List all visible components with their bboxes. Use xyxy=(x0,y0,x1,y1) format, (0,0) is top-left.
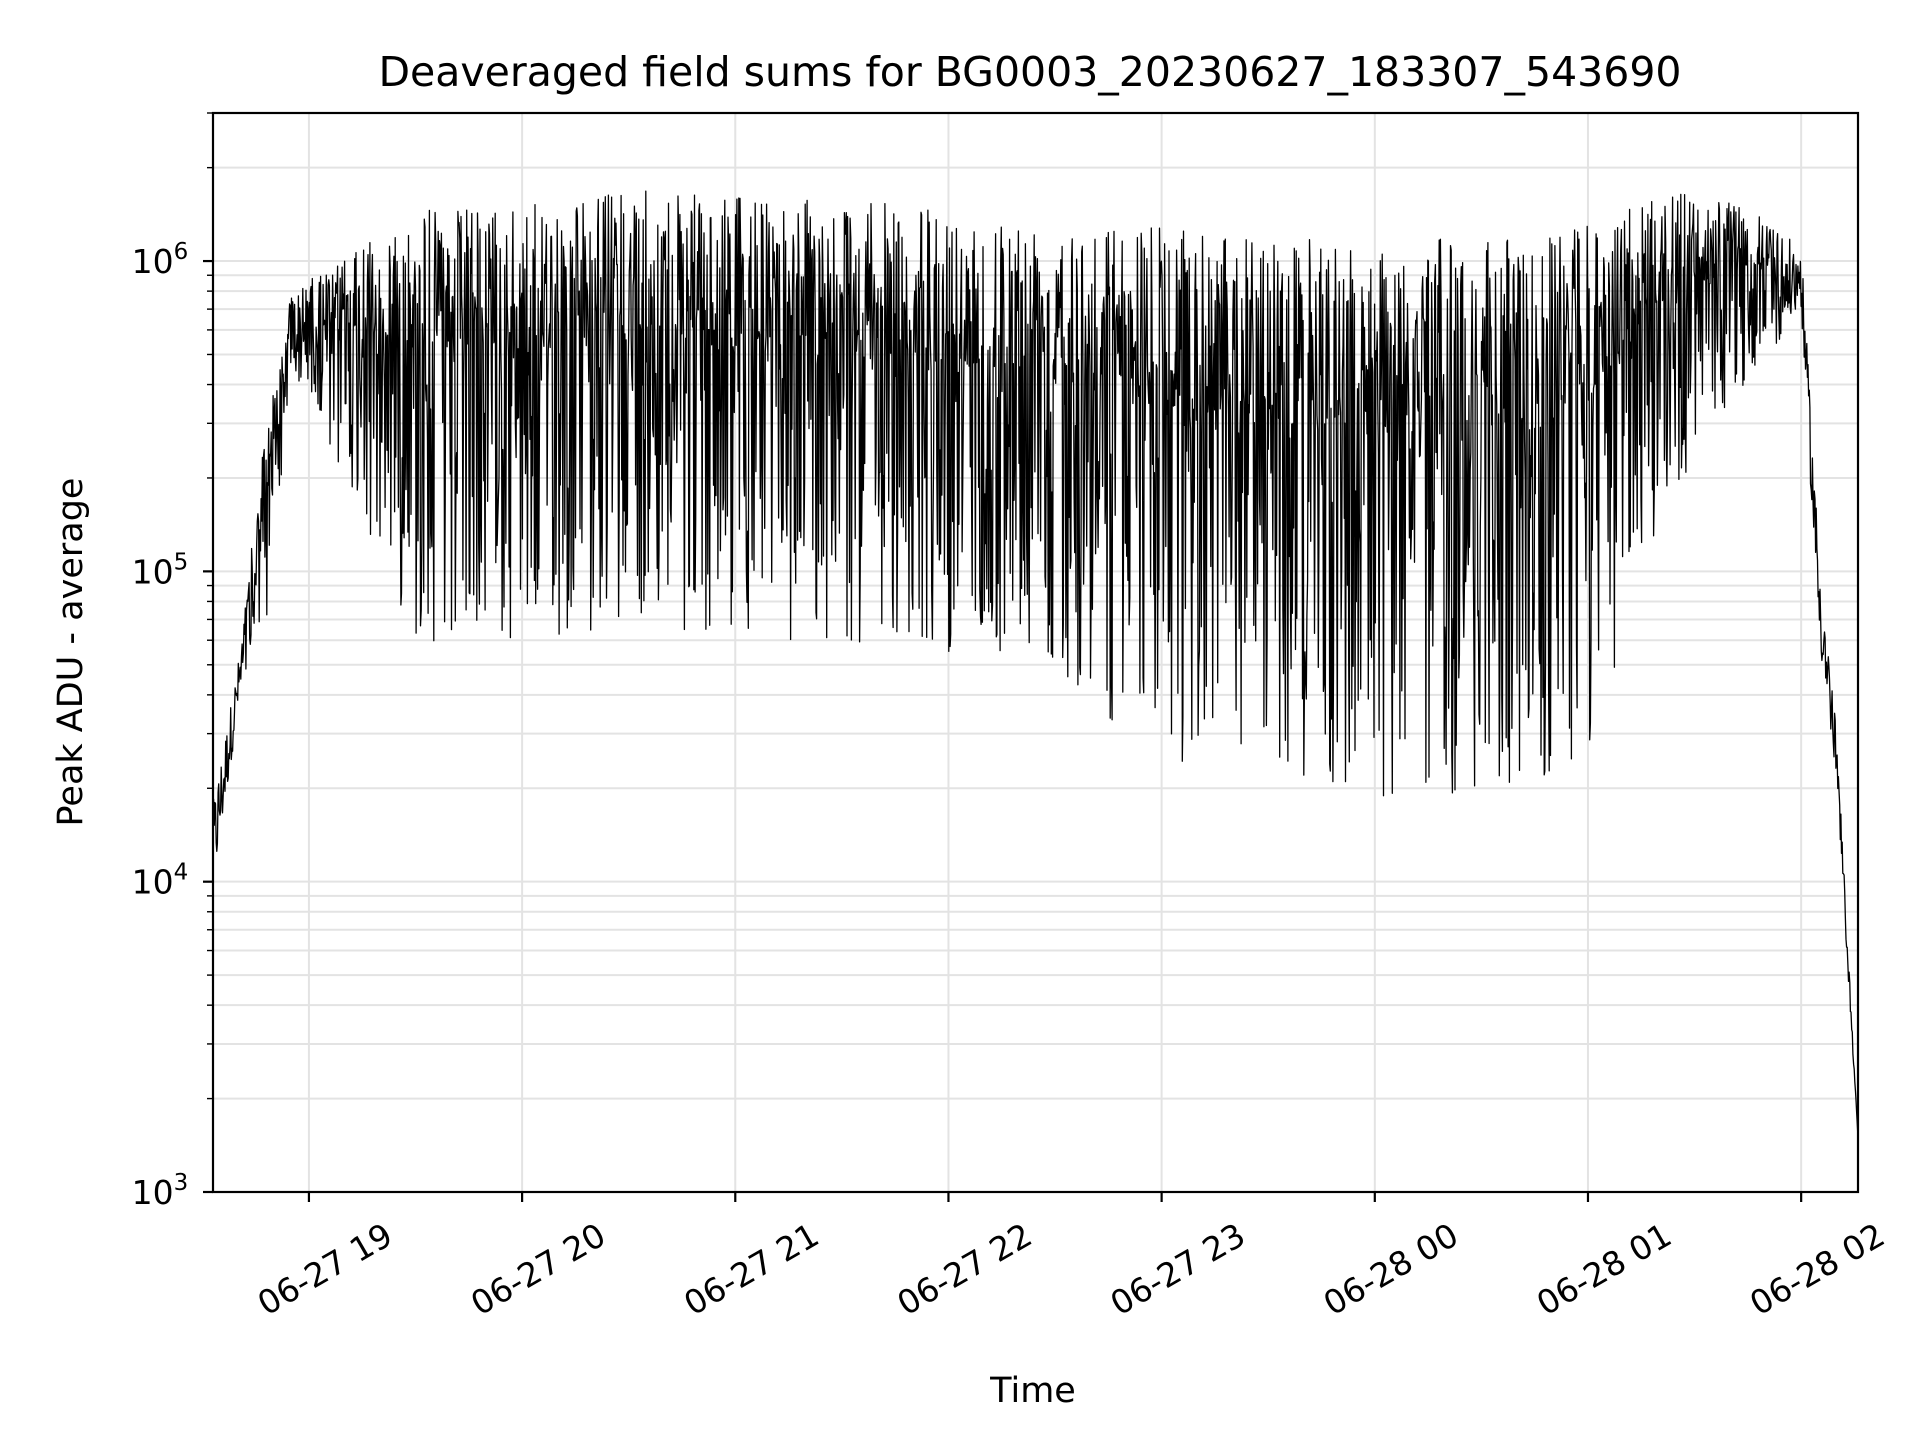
y-axis-label: Peak ADU - average xyxy=(51,478,91,827)
y-tick-label: 105 xyxy=(132,549,189,591)
series-line xyxy=(212,190,1859,1138)
x-axis-label: Time xyxy=(989,1371,1076,1411)
y-tick-label: 104 xyxy=(132,860,189,902)
y-tick-labels: 103 104 105 106 xyxy=(132,239,189,1212)
chart-title: Deaveraged field sums for BG0003_2023062… xyxy=(378,48,1681,96)
plot-frame xyxy=(211,111,1860,1194)
y-tick-label: 106 xyxy=(132,239,189,281)
y-tick-label: 103 xyxy=(132,1170,189,1212)
tick-layer xyxy=(203,112,1803,1202)
series-layer xyxy=(212,190,1859,1138)
